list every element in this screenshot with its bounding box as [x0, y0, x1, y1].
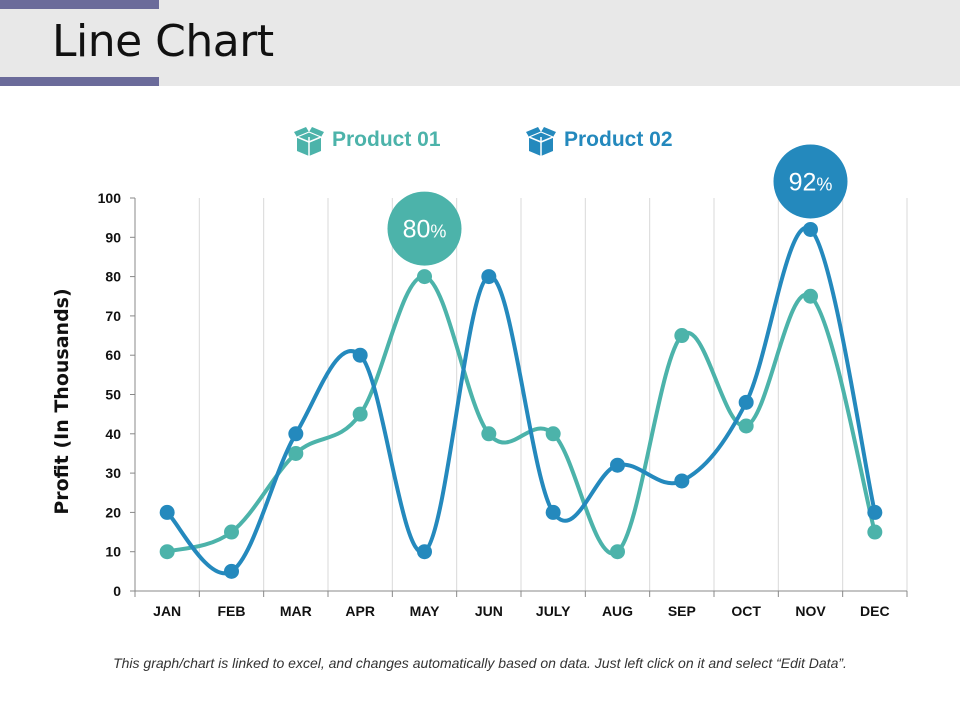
- header-accent-top: [0, 0, 159, 9]
- legend-item-product-02: Product 02: [526, 124, 673, 156]
- data-point: [417, 544, 432, 560]
- header-accent-bottom: [0, 77, 159, 86]
- x-tick-label: JULY: [536, 603, 571, 619]
- data-point: [224, 524, 239, 540]
- data-point: [674, 328, 690, 344]
- data-point: [803, 221, 818, 237]
- x-tick-label: NOV: [795, 603, 826, 619]
- y-axis-label: Profit (In Thousands): [51, 288, 73, 514]
- x-tick-label: JAN: [153, 603, 181, 619]
- x-tick-label: FEB: [218, 603, 246, 619]
- data-point: [288, 445, 304, 461]
- callout-label: 80%: [403, 216, 447, 244]
- data-point: [738, 418, 754, 434]
- page-title: Line Chart: [52, 16, 274, 67]
- y-tick-label: 50: [105, 387, 121, 403]
- data-point: [867, 524, 883, 540]
- data-point: [738, 394, 754, 410]
- callout-label: 92%: [789, 168, 833, 196]
- y-tick-label: 30: [105, 465, 121, 481]
- x-tick-label: MAR: [280, 603, 312, 619]
- data-point: [481, 269, 497, 285]
- chart-legend: Product 01 Product 02: [0, 124, 960, 160]
- y-tick-label: 20: [105, 504, 121, 520]
- data-point: [545, 426, 561, 442]
- y-tick-label: 80: [105, 269, 121, 285]
- y-tick-label: 10: [105, 544, 121, 560]
- data-point: [224, 563, 239, 579]
- x-tick-label: OCT: [731, 603, 761, 619]
- y-tick-label: 70: [105, 308, 121, 324]
- callout-bubble: [387, 191, 462, 266]
- x-tick-label: DEC: [860, 603, 890, 619]
- data-point: [352, 406, 368, 422]
- data-point: [481, 426, 497, 442]
- data-point: [803, 288, 818, 304]
- data-point: [545, 504, 561, 520]
- legend-label: Product 01: [332, 128, 441, 151]
- data-point: [417, 269, 432, 285]
- data-point: [159, 504, 175, 520]
- y-tick-label: 0: [113, 583, 121, 599]
- header-band: [0, 0, 960, 86]
- x-tick-label: MAY: [410, 603, 440, 619]
- data-point: [867, 504, 883, 520]
- data-point: [159, 544, 175, 560]
- y-tick-label: 60: [105, 347, 121, 363]
- legend-label: Product 02: [564, 128, 673, 151]
- x-tick-label: AUG: [602, 603, 633, 619]
- data-point: [610, 457, 625, 473]
- legend-item-product-01: Product 01: [294, 124, 441, 156]
- x-tick-label: JUN: [475, 603, 503, 619]
- y-tick-label: 90: [105, 229, 121, 245]
- data-point: [674, 473, 690, 489]
- y-tick-label: 100: [98, 190, 122, 206]
- box-icon: [294, 127, 324, 156]
- data-point: [610, 544, 625, 560]
- x-tick-label: SEP: [668, 603, 696, 619]
- footnote: This graph/chart is linked to excel, and…: [113, 655, 847, 671]
- x-tick-label: APR: [345, 603, 375, 619]
- y-tick-label: 40: [105, 426, 121, 442]
- data-point: [352, 347, 368, 363]
- data-point: [288, 426, 304, 442]
- callout-bubble: [773, 144, 848, 219]
- box-icon: [526, 127, 556, 156]
